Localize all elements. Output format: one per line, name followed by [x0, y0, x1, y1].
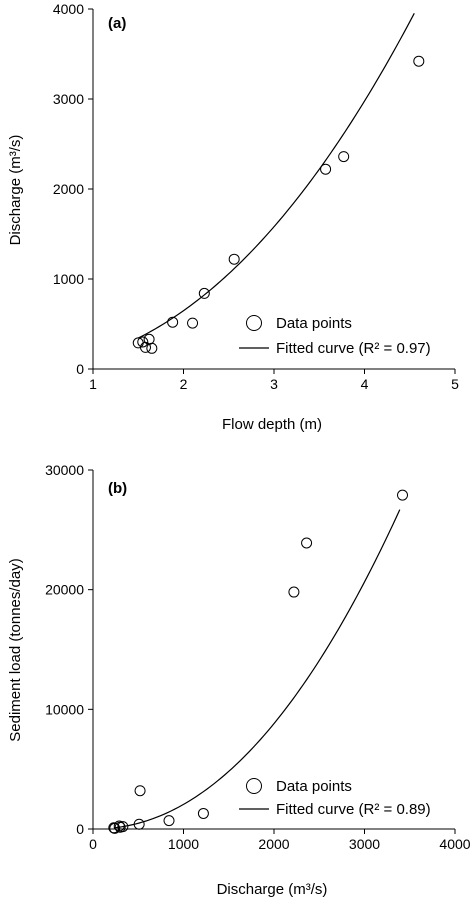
- data-point-b-6: [134, 785, 146, 797]
- x-tick-label-b-1: 1000: [168, 836, 199, 852]
- x-tick-label-a-4: 5: [451, 376, 459, 392]
- x-tick-label-b-2: 2000: [258, 836, 289, 852]
- y-tick-label-a-2: 2000: [53, 181, 84, 197]
- legend-label-data-points-a: Data points: [276, 315, 352, 332]
- y-tick-label-a-3: 3000: [53, 91, 84, 107]
- y-axis-label-b: Sediment load (tonnes/day): [7, 558, 24, 741]
- data-point-a-9: [320, 163, 332, 175]
- x-axis-label-b: Discharge (m³/s): [217, 881, 328, 898]
- data-point-a-10: [338, 151, 350, 163]
- data-point-b-0: [108, 822, 120, 834]
- legend-a: Data points Fitted curve (R² = 0.97): [239, 315, 431, 357]
- x-tick-label-a-3: 4: [361, 376, 369, 392]
- x-tick-label-b-4: 4000: [439, 836, 470, 852]
- panel-label-b: (b): [108, 480, 127, 497]
- data-point-b-8: [197, 807, 209, 819]
- chart-panel-a: (a) Flow depth (m) Discharge (m³/s) Data…: [7, 1, 459, 433]
- legend-label-fitted-curve-b: Fitted curve (R² = 0.89): [276, 801, 431, 818]
- x-tick-label-a-2: 3: [270, 376, 278, 392]
- panel-label-a: (a): [108, 15, 126, 32]
- x-tick-label-a-0: 1: [89, 376, 97, 392]
- y-tick-label-b-0: 0: [76, 821, 84, 837]
- y-axis-label-a: Discharge (m³/s): [7, 135, 24, 246]
- y-tick-label-a-4: 4000: [53, 1, 84, 17]
- legend-label-fitted-curve-a: Fitted curve (R² = 0.97): [276, 340, 431, 357]
- y-tick-label-a-0: 0: [76, 361, 84, 377]
- chart-panel-b: (b) Discharge (m³/s) Sediment load (tonn…: [7, 462, 471, 898]
- data-point-b-4: [117, 821, 129, 833]
- x-tick-label-a-1: 2: [180, 376, 188, 392]
- y-tick-label-b-3: 30000: [45, 462, 84, 478]
- legend-marker-data-points-b: [246, 778, 262, 794]
- data-point-a-4: [146, 342, 158, 354]
- data-point-b-7: [163, 815, 175, 827]
- data-point-b-2: [113, 820, 125, 832]
- data-point-a-3: [143, 333, 155, 345]
- x-axis-label-a: Flow depth (m): [222, 416, 322, 433]
- y-tick-label-b-2: 20000: [45, 582, 84, 598]
- y-tick-label-a-1: 1000: [53, 271, 84, 287]
- data-point-a-7: [198, 287, 210, 299]
- y-tick-label-b-1: 10000: [45, 701, 84, 717]
- legend-marker-data-points-a: [246, 315, 262, 331]
- legend-b: Data points Fitted curve (R² = 0.89): [239, 778, 431, 818]
- data-point-a-5: [167, 316, 179, 328]
- x-tick-label-b-0: 0: [89, 836, 97, 852]
- data-point-b-9: [288, 586, 300, 598]
- x-tick-label-b-3: 3000: [349, 836, 380, 852]
- fitted-curve-a: [137, 13, 415, 339]
- data-point-a-11: [413, 55, 425, 67]
- data-point-a-8: [228, 253, 240, 265]
- data-point-b-5: [133, 818, 145, 830]
- fitted-curve-b: [113, 509, 401, 829]
- legend-label-data-points-b: Data points: [276, 778, 352, 795]
- data-point-a-6: [187, 317, 199, 329]
- data-point-a-1: [137, 336, 149, 348]
- data-point-b-11: [397, 489, 409, 501]
- data-point-b-10: [301, 537, 313, 549]
